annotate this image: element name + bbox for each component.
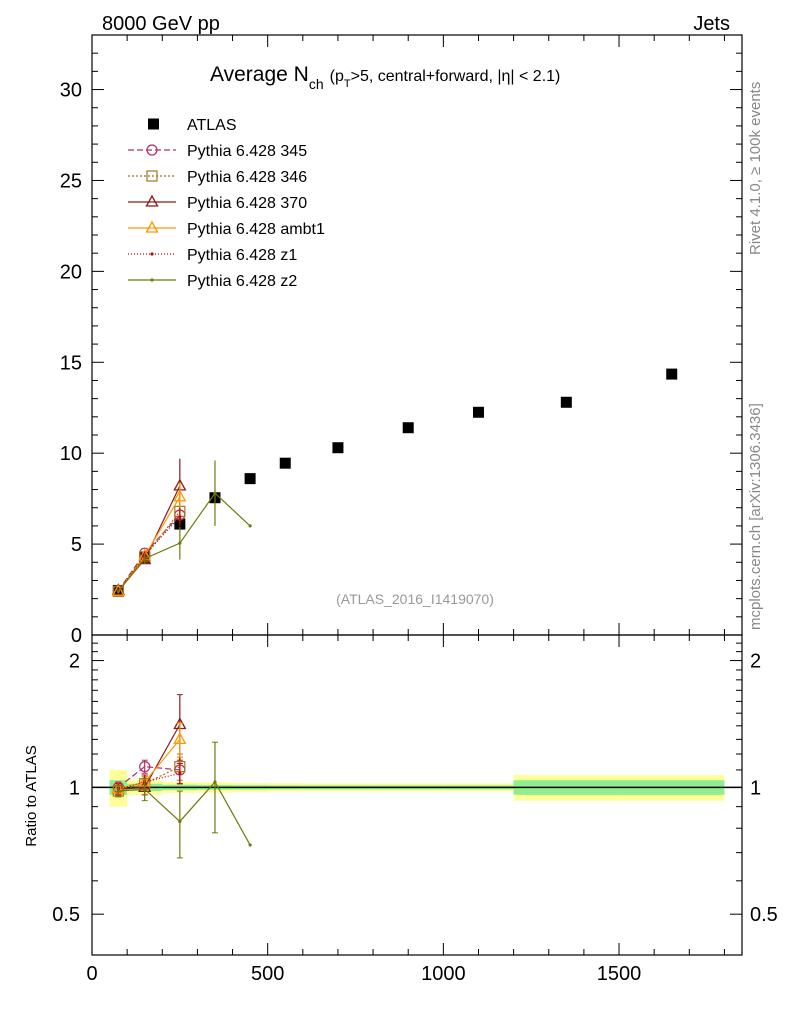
ratio-frame [91,634,743,956]
x-tick-label: 0 [86,963,97,985]
title-rest: >5, central+forward, |η| < 2.1) [351,68,561,85]
marker-triangle [145,220,159,233]
energy-label: 8000 GeV pp [102,13,220,35]
marker-square [146,170,158,182]
marker-dot [150,278,154,282]
ratio-y-tick-label-right: 2 [750,651,761,673]
legend-label: Pythia 6.428 345 [187,143,307,160]
legend-label: ATLAS [187,117,237,134]
mc-line [117,485,181,591]
legend-label: Pythia 6.428 346 [187,169,307,186]
ratio-y-tick-label: 1 [69,777,80,799]
marker-circle [139,761,151,773]
main-panel: 0 5 10 15 20 25 30 [60,34,743,647]
marker-dot [213,491,217,495]
ratio-mc-line [117,766,180,788]
atlas-data-point [244,473,256,485]
marker-dot [248,524,252,528]
legend-label: Pythia 6.428 z2 [187,273,297,290]
y-tick-label: 0 [71,625,82,647]
marker-dot [150,252,154,256]
atlas-data-point [560,396,572,408]
legend-label: Pythia 6.428 ambt1 [187,221,325,238]
ratio-y-tick-label: 2 [69,651,80,673]
title-pt-sub: T [344,78,351,90]
atlas-data-point [402,422,414,434]
ratio-y-tick-label: 0.5 [52,904,80,926]
marker-triangle [111,584,125,597]
marker-dot [178,541,182,545]
y-tick-label: 30 [60,80,82,102]
marker-circle [146,144,158,156]
mc-line [117,510,181,592]
marker-dot [143,787,147,791]
marker-dot [178,515,182,519]
y-tick-label: 10 [60,443,82,465]
ratio-y-tick-label-right: 0.5 [750,904,778,926]
atlas-data-point [279,457,291,469]
marker-dot [178,819,182,824]
x-tick-label: 1000 [421,963,466,985]
legend-label: Pythia 6.428 370 [187,195,307,212]
legend-label: Pythia 6.428 z1 [187,247,297,264]
y-tick-label: 5 [71,534,82,556]
title-paren: (p [330,68,344,85]
marker-dot [143,557,147,561]
atlas-data-point [666,368,678,380]
category-label: Jets [693,13,730,35]
ratio-ylabel: Ratio to ATLAS [23,745,40,846]
mc-line [117,492,251,592]
x-tick-label: 500 [251,963,284,985]
atlas-data-point [332,442,344,454]
marker-dot [116,589,120,593]
legend-marker-data [148,118,159,130]
plot-title: Average Nch (pT>5, central+forward, |η| <… [210,63,560,92]
mc-line [117,496,181,592]
marker-dot [213,780,217,784]
marker-dot [248,843,252,847]
marker-triangle [145,194,159,207]
marker-dot [116,789,120,793]
marker-dot [178,771,182,775]
title-main: Average N [210,63,309,86]
ratio-y-tick-label-right: 1 [750,777,761,799]
mcplots-label: mcplots.cern.ch [arXiv:1306.3436] [747,403,764,630]
marker-triangle [173,732,187,745]
ratio-panel: 0.5 0.5 1 1 2 2 0 500 1000 1500 [52,634,778,985]
y-tick-label: 25 [60,170,82,192]
atlas-data-point [472,406,484,418]
legend: ATLAS Pythia 6.428 345 Pythia 6.428 346 Pyt… [128,117,325,290]
rivet-label: Rivet 4.1.0, ≥ 100k events [747,82,764,255]
y-tick-label: 20 [60,261,82,283]
analysis-label: (ATLAS_2016_I1419070) [336,591,494,607]
y-tick-label: 15 [60,352,82,374]
title-sub: ch [309,76,324,92]
marker-triangle [173,489,187,502]
x-tick-label: 1500 [597,963,642,985]
